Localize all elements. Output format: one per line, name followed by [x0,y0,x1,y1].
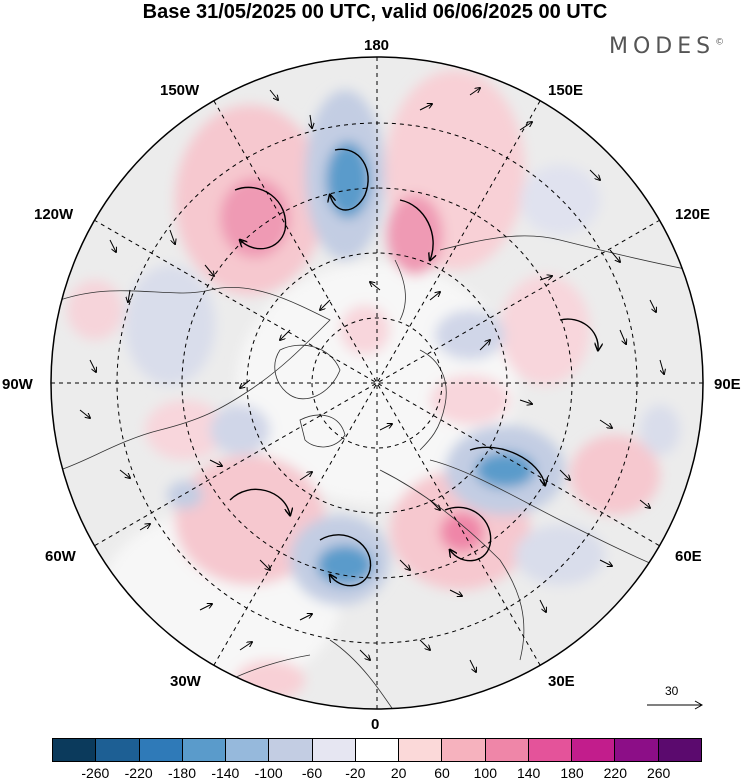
colorbar-segment [312,739,356,761]
colorbar-tick-label: -100 [254,765,283,781]
coastlines [59,235,691,709]
anomaly-shading [67,70,680,700]
lon-label-180: 180 [364,37,390,54]
meridians [51,57,703,709]
lon-label-90w: 90W [2,376,33,393]
map-title: Base 31/05/2025 00 UTC, valid 06/06/2025… [142,1,608,23]
colorbar-tick-label: 180 [560,765,584,781]
colorbar-tick-label: 260 [646,765,671,781]
colorbar-segment [139,739,183,761]
colorbar-tick-label: -140 [211,765,240,781]
colorbar-segment [615,739,659,761]
lon-label-60w: 60W [45,548,76,565]
lon-label-150w: 150W [160,82,200,99]
colorbar-tick-label: -260 [81,765,110,781]
colorbar-segment [442,739,486,761]
colorbar-tick-label: 220 [603,765,628,781]
brand-text: MODES [609,34,716,59]
wind-vectors [79,88,664,672]
reference-vector-label: 30 [665,684,679,698]
reference-arrow-icon [647,700,704,710]
circulation-streamlines [229,148,598,587]
lon-label-120e: 120E [675,206,711,223]
colorbar [52,738,702,762]
colorbar-segment [528,739,573,761]
colorbar-segment [355,739,400,761]
lon-label-30e: 30E [548,673,575,690]
colorbar-segment [226,739,270,761]
colorbar-segment [399,739,443,761]
lon-label-120w: 120W [34,206,74,223]
colorbar-tick-label: -220 [124,765,153,781]
colorbar-tick-label: 140 [516,765,541,781]
lon-label-90e: 90E [714,376,741,393]
modes-logo: MODES© [609,34,725,59]
colorbar-segment [485,739,529,761]
map-field [51,57,703,709]
lon-label-0: 0 [371,716,380,733]
lon-label-150e: 150E [548,82,584,99]
colorbar-tick-label: -180 [167,765,197,781]
map-boundary [50,56,704,710]
colorbar-tick-label: -60 [301,765,323,781]
colorbar-tick-label: 20 [390,765,407,781]
colorbar-tick-label: -20 [345,765,366,781]
colorbar-segment [182,739,227,761]
lon-label-30w: 30W [170,673,201,690]
colorbar-segment [269,739,313,761]
colorbar-segment [96,739,140,761]
colorbar-segment [572,739,616,761]
colorbar-ticks: -260 -220 -180 -140 -100 -60 -20 20 60 100 140 180 2… [0,765,750,783]
colorbar-tick-label: 60 [434,765,450,781]
colorbar-segment [53,739,97,761]
colorbar-segment [658,739,701,761]
lon-label-60e: 60E [675,548,702,565]
colorbar-tick-label: 100 [473,765,498,781]
